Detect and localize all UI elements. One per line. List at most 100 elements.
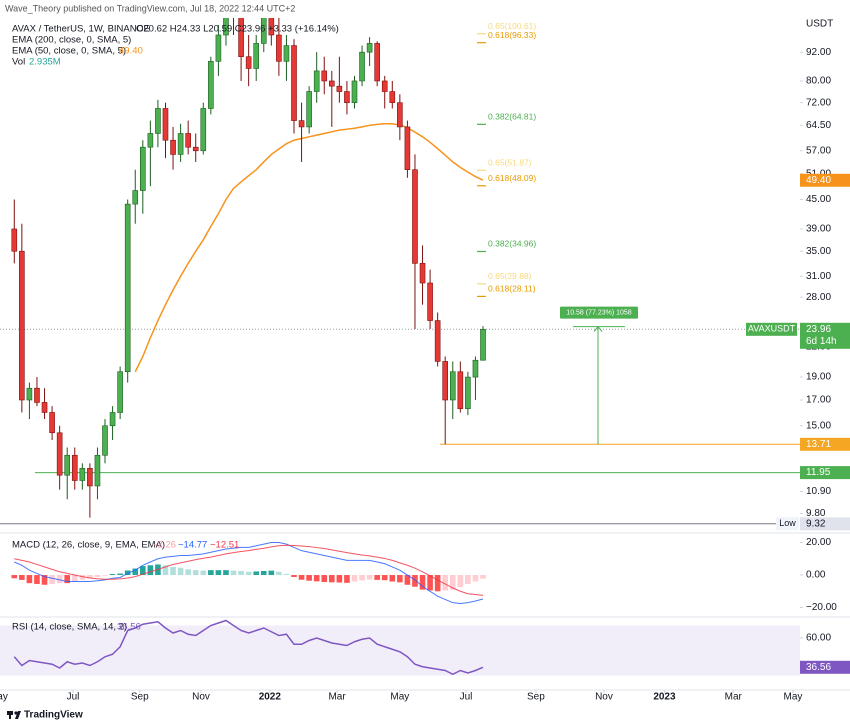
price-tag — [800, 437, 850, 451]
price-tag-name-box — [776, 517, 799, 531]
macd-histogram-bar — [49, 575, 55, 584]
tradingview-logo — [7, 711, 21, 719]
candle-body — [268, 18, 275, 36]
y-tick-label: −20.00 — [806, 602, 837, 613]
macd-histogram-bar — [472, 575, 479, 582]
brand: TradingView — [24, 710, 83, 721]
candle-body — [109, 412, 116, 427]
fib-level-label: 0.65(100.61) — [488, 21, 536, 31]
macd-histogram-bar — [215, 570, 222, 576]
macd-histogram-bar — [208, 570, 214, 576]
y-tick-label: 45.00 — [806, 194, 831, 205]
y-tick-label: 9.80 — [806, 508, 826, 519]
x-tick-label: Nov — [192, 692, 210, 703]
candle-body — [291, 45, 297, 121]
macd-histogram-bar — [140, 566, 146, 576]
countdown-label: 6d 14h — [806, 336, 837, 347]
fib-level-label: 0.618(96.33) — [488, 30, 536, 40]
price-pane: 0.65(100.61)0.618(96.33) 0.382(64.81) 0.65… — [0, 18, 800, 525]
x-tick-label: May — [0, 692, 8, 703]
macd-histogram-bar — [313, 575, 320, 582]
candle-body — [321, 70, 328, 82]
macd-histogram-bar — [19, 575, 25, 580]
macd-histogram-bar — [41, 575, 48, 585]
candle-body — [419, 263, 426, 284]
y-tick-label: 20.00 — [806, 537, 831, 548]
candle-body — [457, 371, 464, 409]
macd-histogram-bar — [412, 575, 418, 587]
signal-line — [14, 544, 484, 596]
candle-body — [344, 91, 350, 103]
candle-body — [253, 43, 260, 69]
price-tag — [800, 466, 850, 480]
rsi-pane — [0, 619, 800, 676]
macd-histogram-bar — [298, 575, 305, 580]
macd-histogram-bar — [245, 571, 252, 576]
legend-ema50: EMA (50, close, 0, SMA, 5) — [12, 46, 126, 57]
last-price-tag — [800, 322, 850, 349]
macd-histogram-bar — [79, 575, 86, 580]
macd-histogram-bar — [26, 575, 33, 584]
macd-histogram-bar — [366, 575, 373, 580]
macd-histogram-bar — [117, 573, 123, 576]
price-tag — [800, 517, 850, 531]
candle-body — [102, 425, 108, 456]
macd-histogram-bar — [449, 575, 456, 590]
macd-histogram-bar — [34, 575, 40, 584]
ema-tag-label: 49.40 — [806, 175, 831, 186]
candle-body — [94, 454, 101, 487]
y-tick-label: 15.00 — [806, 420, 831, 431]
candle-body — [41, 402, 48, 413]
fib-level-label: 0.618(28.11) — [488, 284, 536, 294]
candle-body — [283, 45, 290, 62]
y-tick-label: 92.00 — [806, 47, 831, 58]
x-tick-label: Jul — [67, 692, 80, 703]
candle-body — [336, 85, 343, 92]
candle-body — [11, 228, 18, 252]
overlay: USDT92.0080.0072.0064.5057.0051.0045.003… — [0, 19, 850, 703]
ema-50-line — [134, 122, 484, 373]
candle-body — [442, 361, 449, 401]
candle-body — [56, 432, 63, 476]
candle-body — [124, 203, 131, 373]
macd-histogram-bar — [260, 570, 267, 576]
y-tick-label: 57.00 — [806, 145, 831, 156]
candle-body — [465, 376, 471, 409]
candle-body — [238, 18, 244, 57]
macd-histogram-bar — [351, 575, 358, 582]
macd-histogram-bar — [329, 575, 335, 583]
candle-body — [359, 51, 365, 82]
fib-level-label: 0.65(51.87) — [488, 157, 532, 167]
candle-body — [381, 80, 388, 92]
fib-level-label: 0.618(48.09) — [488, 173, 536, 183]
price-tag-label: 9.32 — [806, 518, 826, 529]
macd-histogram-bar — [230, 570, 237, 576]
candle-body — [34, 387, 40, 403]
candle-body — [329, 80, 335, 87]
candle-body — [223, 18, 229, 36]
y-tick-label: 28.00 — [806, 292, 831, 303]
x-tick-label: May — [784, 692, 803, 703]
x-tick-label: May — [390, 692, 409, 703]
candle-body — [147, 133, 154, 148]
fib-level-label: 0.65(29.88) — [488, 271, 532, 281]
y-tick-label: 35.00 — [806, 246, 831, 257]
macd-histogram-bar — [56, 575, 63, 584]
candle-body — [404, 126, 411, 170]
candle-body — [480, 329, 486, 361]
macd-histogram-bar — [64, 575, 71, 584]
macd-histogram-bar — [359, 575, 365, 581]
candle-body — [449, 371, 456, 401]
candle-body — [412, 169, 418, 264]
candle-body — [260, 18, 267, 44]
macd-histogram-bar — [480, 575, 486, 579]
y-tick-label: 19.00 — [806, 372, 831, 383]
macd-histogram-bar — [321, 575, 328, 583]
macd-histogram-bar — [71, 575, 78, 582]
macd-histogram-bar — [457, 575, 464, 588]
macd-histogram-bar — [253, 571, 260, 576]
price-tag-label: 11.95 — [806, 467, 831, 478]
candle-body — [276, 34, 282, 62]
candle-body — [208, 61, 214, 109]
